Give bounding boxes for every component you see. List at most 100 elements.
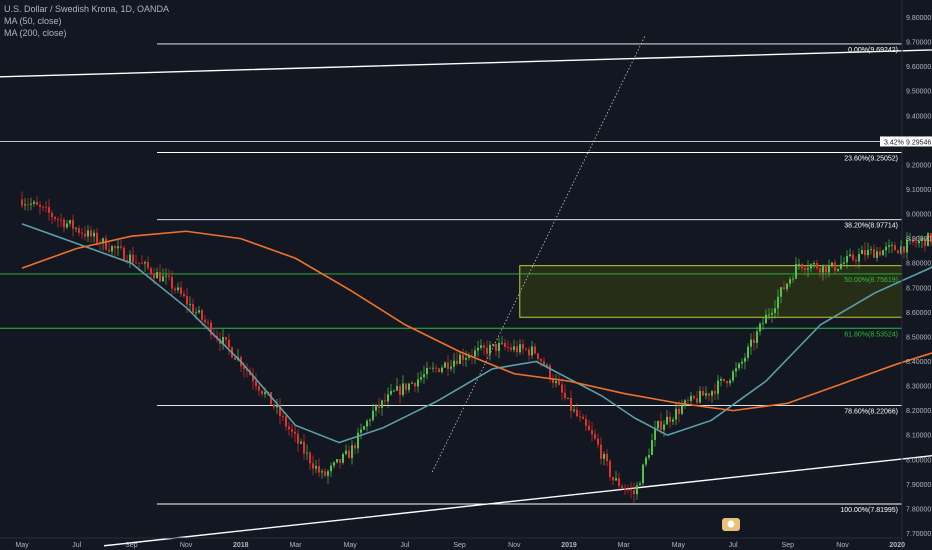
candle-body — [897, 250, 899, 254]
candle — [555, 374, 557, 388]
candle-body — [780, 287, 782, 297]
candle-body — [405, 383, 407, 390]
candle — [540, 358, 542, 367]
candle-body — [414, 382, 416, 387]
candle — [858, 248, 860, 269]
candle-body — [825, 264, 827, 273]
candle — [849, 248, 851, 258]
candle-body — [918, 240, 920, 244]
candle-body — [351, 445, 353, 459]
candle-body — [264, 392, 266, 395]
candle — [606, 448, 608, 467]
x-tick-label: Nov — [836, 542, 849, 549]
candle — [795, 256, 797, 280]
candle — [258, 384, 260, 396]
candle — [387, 387, 389, 408]
candle-body — [474, 350, 476, 357]
candle — [507, 340, 509, 353]
candle — [276, 398, 278, 414]
candle-body — [378, 404, 380, 409]
candle-body — [105, 238, 107, 250]
candle — [438, 367, 440, 373]
candle — [744, 353, 746, 370]
candle-body — [738, 363, 740, 369]
candle — [174, 286, 176, 294]
candle-body — [729, 380, 731, 384]
candle-body — [417, 379, 419, 387]
candle-body — [696, 398, 698, 403]
candle-body — [84, 233, 86, 237]
candle-body — [381, 400, 383, 409]
candle — [273, 403, 275, 410]
candle — [786, 282, 788, 292]
candle-body — [432, 367, 434, 369]
candle-body — [546, 365, 548, 367]
y-tick-label: 8.30000 — [906, 384, 931, 391]
candle — [24, 198, 26, 211]
candle — [444, 361, 446, 369]
candle — [384, 393, 386, 406]
candle-body — [384, 400, 386, 402]
candle — [615, 470, 617, 482]
candle — [780, 286, 782, 304]
candle-body — [600, 444, 602, 459]
candle-body — [69, 220, 71, 224]
y-tick-label: 9.20000 — [906, 162, 931, 169]
candle-body — [120, 246, 122, 248]
candle — [813, 260, 815, 269]
candle-body — [27, 204, 29, 206]
candle-body — [30, 203, 32, 205]
candle-body — [594, 434, 596, 439]
dotted-trendline — [431, 34, 646, 473]
candle — [57, 216, 59, 228]
y-tick-label: 9.40000 — [906, 113, 931, 120]
candle-body — [708, 393, 710, 396]
candle — [117, 238, 119, 256]
candle — [75, 226, 77, 233]
candle-body — [876, 251, 878, 258]
candle — [456, 352, 458, 366]
candle — [339, 458, 341, 469]
candle-body — [180, 287, 182, 295]
candle-body — [150, 268, 152, 275]
candle-body — [429, 367, 431, 369]
candle-body — [714, 391, 716, 394]
candle — [909, 232, 911, 245]
candle-body — [615, 478, 617, 481]
candle-body — [651, 439, 653, 456]
candle-body — [888, 245, 890, 247]
current-price-value: 9.29546 — [906, 139, 931, 146]
candle-body — [597, 438, 599, 445]
y-tick-label: 8.50000 — [906, 334, 931, 341]
candle-body — [669, 416, 671, 422]
candle — [66, 219, 68, 230]
candle — [648, 448, 650, 461]
candle-body — [789, 279, 791, 284]
candle — [597, 433, 599, 449]
x-tick-label: Jul — [400, 542, 409, 549]
candle — [423, 365, 425, 384]
candle — [504, 338, 506, 351]
candle-body — [579, 416, 581, 417]
candle-body — [732, 371, 734, 381]
candle — [90, 226, 92, 243]
candle-body — [774, 308, 776, 313]
candle-body — [603, 453, 605, 459]
candle-body — [81, 232, 83, 234]
candle-body — [123, 247, 125, 261]
candle — [447, 355, 449, 377]
candle — [516, 341, 518, 357]
candle — [669, 411, 671, 429]
candle — [120, 239, 122, 251]
x-tick-label: Sep — [125, 542, 138, 549]
candle-body — [96, 232, 98, 243]
candle-body — [513, 346, 515, 350]
candle — [489, 340, 491, 361]
candle — [891, 241, 893, 254]
candle — [741, 358, 743, 369]
candle — [171, 270, 173, 297]
candle — [531, 340, 533, 359]
y-tick-label: 9.10000 — [906, 187, 931, 194]
candle-body — [531, 346, 533, 356]
